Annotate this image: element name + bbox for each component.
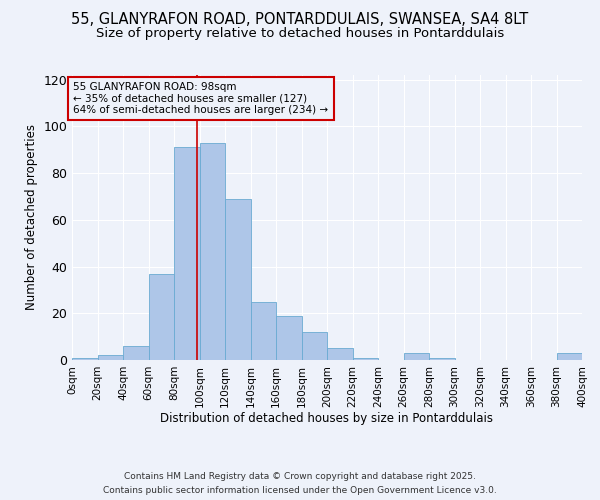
- Bar: [557, 353, 582, 360]
- Text: Size of property relative to detached houses in Pontarddulais: Size of property relative to detached ho…: [96, 28, 504, 40]
- Bar: [72, 358, 97, 360]
- Bar: [97, 356, 123, 360]
- Bar: [225, 199, 251, 360]
- Text: 55 GLANYRAFON ROAD: 98sqm
← 35% of detached houses are smaller (127)
64% of semi: 55 GLANYRAFON ROAD: 98sqm ← 35% of detac…: [73, 82, 328, 115]
- Bar: [302, 332, 327, 360]
- Bar: [276, 316, 302, 360]
- X-axis label: Distribution of detached houses by size in Pontarddulais: Distribution of detached houses by size …: [161, 412, 493, 426]
- Bar: [327, 348, 353, 360]
- Text: 55, GLANYRAFON ROAD, PONTARDDULAIS, SWANSEA, SA4 8LT: 55, GLANYRAFON ROAD, PONTARDDULAIS, SWAN…: [71, 12, 529, 28]
- Bar: [429, 358, 455, 360]
- Bar: [353, 358, 378, 360]
- Bar: [251, 302, 276, 360]
- Bar: [174, 148, 199, 360]
- Bar: [149, 274, 174, 360]
- Bar: [404, 353, 429, 360]
- Text: Contains HM Land Registry data © Crown copyright and database right 2025.: Contains HM Land Registry data © Crown c…: [124, 472, 476, 481]
- Text: Contains public sector information licensed under the Open Government Licence v3: Contains public sector information licen…: [103, 486, 497, 495]
- Bar: [123, 346, 149, 360]
- Y-axis label: Number of detached properties: Number of detached properties: [25, 124, 38, 310]
- Bar: [199, 142, 225, 360]
